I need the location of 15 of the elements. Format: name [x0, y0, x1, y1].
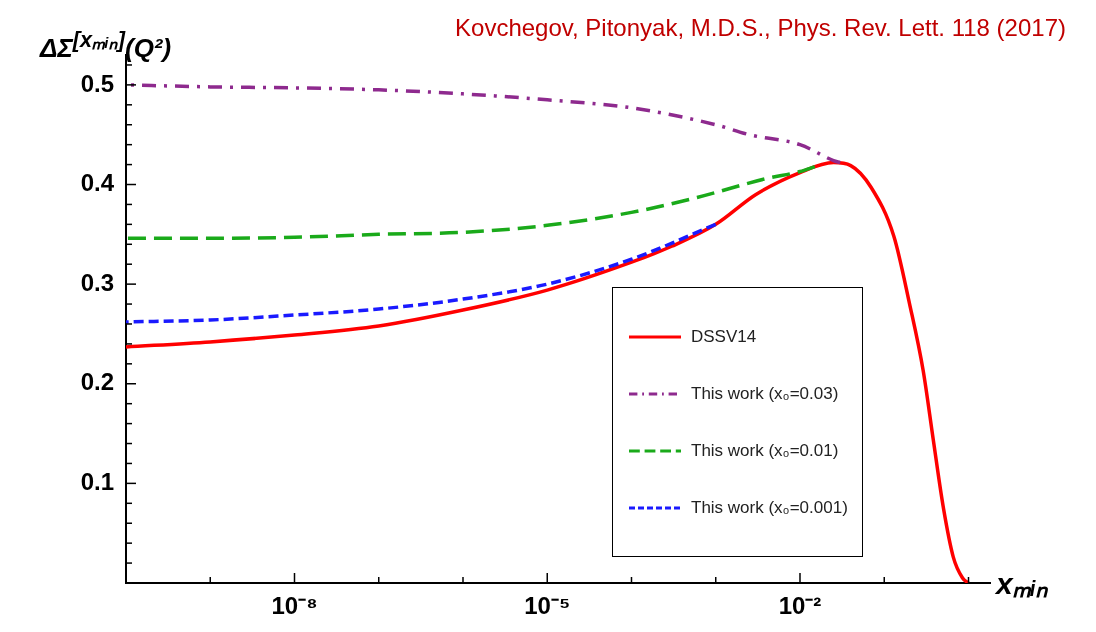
y-tick-label: 0.3 — [80, 268, 114, 296]
y-tick-label: 0.5 — [80, 69, 114, 97]
y-tick-label: 0.4 — [80, 169, 115, 197]
x-axis-title: xₘᵢₙ — [996, 566, 1048, 602]
x-tick-label: 10⁻⁵ — [524, 592, 571, 620]
x-tick-label: 10⁻⁸ — [271, 592, 318, 620]
legend-label: DSSV14 — [691, 326, 757, 347]
legend-label: This work (x₀=0.03) — [691, 383, 839, 404]
y-tick-label: 0.2 — [80, 368, 114, 396]
y-axis-title: ΔΣ$^{[xₘᵢₙ]}$(Q²) — [40, 26, 172, 64]
x-tick-label: 10⁻² — [778, 592, 822, 620]
legend-label: This work (x₀=0.001) — [691, 497, 848, 518]
text: Kovchegov, Pitonyak, M.D.S., Phys. Rev. Lett. 118 (2017) — [455, 14, 1066, 42]
y-tick-label: 0.1 — [80, 468, 114, 495]
legend-label: This work (x₀=0.01) — [691, 440, 839, 461]
